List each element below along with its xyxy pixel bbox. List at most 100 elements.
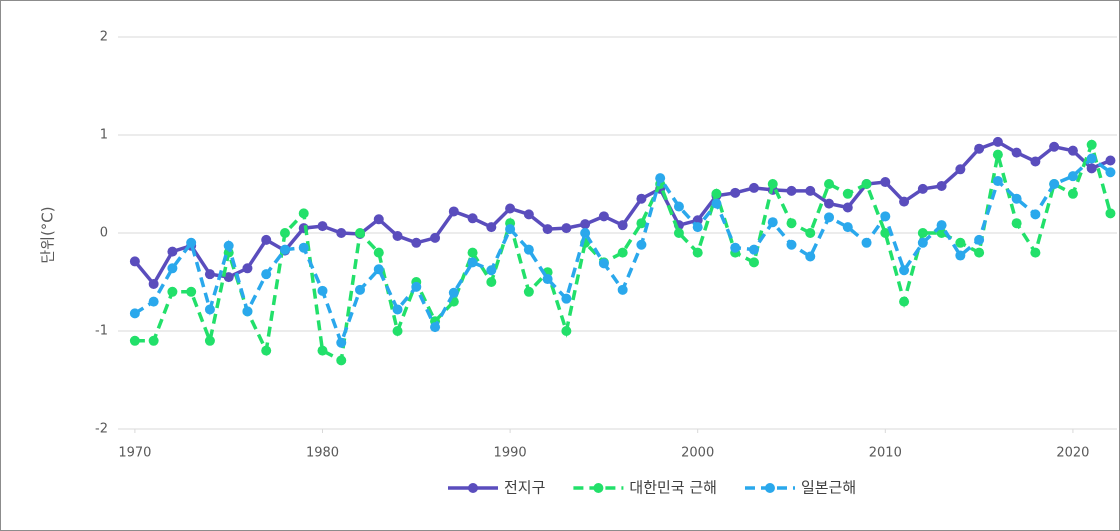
y-tick-label: 0: [100, 226, 108, 241]
data-point: [317, 221, 328, 232]
data-point: [861, 237, 872, 248]
data-point: [580, 219, 591, 230]
data-point: [1049, 141, 1060, 152]
x-tick-label: 1980: [306, 446, 339, 461]
data-point: [598, 258, 609, 269]
data-point: [880, 177, 891, 188]
legend-marker: [468, 483, 478, 493]
data-point: [505, 224, 516, 235]
data-point: [261, 269, 272, 280]
data-point: [636, 218, 647, 229]
data-point: [242, 263, 253, 274]
data-point: [1105, 155, 1116, 166]
legend-label: 일본근해: [801, 479, 856, 497]
data-point: [355, 284, 366, 295]
data-point: [186, 286, 197, 297]
data-point: [974, 234, 985, 245]
data-point: [598, 211, 609, 222]
data-point: [279, 228, 290, 238]
data-point: [129, 308, 140, 319]
data-point: [392, 326, 403, 336]
data-point: [561, 293, 572, 304]
data-point: [317, 345, 328, 356]
data-point: [223, 272, 234, 283]
data-point: [842, 202, 853, 213]
data-point: [899, 296, 910, 307]
data-point: [580, 228, 591, 238]
data-point: [824, 198, 835, 209]
data-point: [730, 242, 741, 253]
data-point: [298, 242, 309, 253]
data-point: [392, 304, 403, 315]
data-point: [636, 193, 647, 204]
data-point: [542, 274, 553, 285]
data-point: [448, 287, 459, 298]
legend: 전지구 대한민국 근해 일본근해: [448, 479, 856, 497]
data-point: [317, 285, 328, 296]
data-point: [786, 185, 797, 196]
data-point: [655, 173, 666, 184]
data-point: [692, 222, 703, 233]
x-tick-label: 2020: [1056, 446, 1089, 461]
data-point: [411, 281, 422, 292]
data-point: [730, 187, 741, 198]
data-point: [467, 247, 478, 258]
legend-label: 대한민국 근해: [629, 479, 717, 497]
data-point: [880, 228, 891, 238]
data-point: [673, 228, 684, 238]
data-point: [917, 183, 928, 194]
data-point: [861, 179, 872, 189]
data-point: [899, 265, 910, 276]
data-point: [298, 208, 309, 219]
data-point: [824, 212, 835, 223]
data-point: [748, 244, 759, 255]
y-axis-label: 단위(°C): [39, 206, 57, 263]
x-tick-label: 2010: [869, 446, 902, 461]
data-point: [1011, 147, 1022, 158]
data-point: [1086, 163, 1097, 174]
data-point: [279, 244, 290, 255]
data-point: [1011, 193, 1022, 204]
x-tick-label: 1990: [494, 446, 527, 461]
y-tick-label: -1: [95, 324, 108, 339]
legend-marker: [764, 483, 775, 493]
data-point: [1067, 188, 1078, 199]
data-point: [786, 239, 797, 250]
data-point: [805, 185, 816, 196]
data-point: [974, 247, 985, 258]
data-point: [223, 240, 234, 251]
data-point: [786, 218, 797, 229]
x-tick-label: 2000: [681, 446, 714, 461]
data-point: [1105, 208, 1116, 219]
data-point: [748, 182, 759, 193]
data-point: [1011, 218, 1022, 229]
data-point: [523, 209, 534, 220]
data-point: [1086, 153, 1097, 164]
data-point: [899, 196, 910, 207]
data-point: [148, 335, 159, 346]
data-point: [336, 337, 347, 348]
data-point: [617, 284, 628, 295]
data-point: [936, 180, 947, 191]
data-point: [1030, 247, 1041, 258]
data-point: [204, 304, 215, 315]
data-point: [411, 237, 422, 248]
data-point: [204, 269, 215, 280]
x-tick-label: 1970: [118, 446, 151, 461]
data-point: [129, 256, 140, 267]
data-point: [617, 220, 628, 231]
data-point: [805, 251, 816, 262]
y-tick-label: -2: [95, 422, 108, 437]
data-point: [955, 237, 966, 248]
data-point: [448, 206, 459, 217]
data-point: [392, 230, 403, 241]
data-point: [936, 228, 947, 238]
data-point: [842, 188, 853, 199]
data-point: [824, 179, 835, 189]
data-point: [917, 228, 928, 238]
data-point: [936, 220, 947, 231]
data-point: [242, 306, 253, 317]
data-point: [1067, 171, 1078, 182]
data-point: [373, 214, 384, 225]
